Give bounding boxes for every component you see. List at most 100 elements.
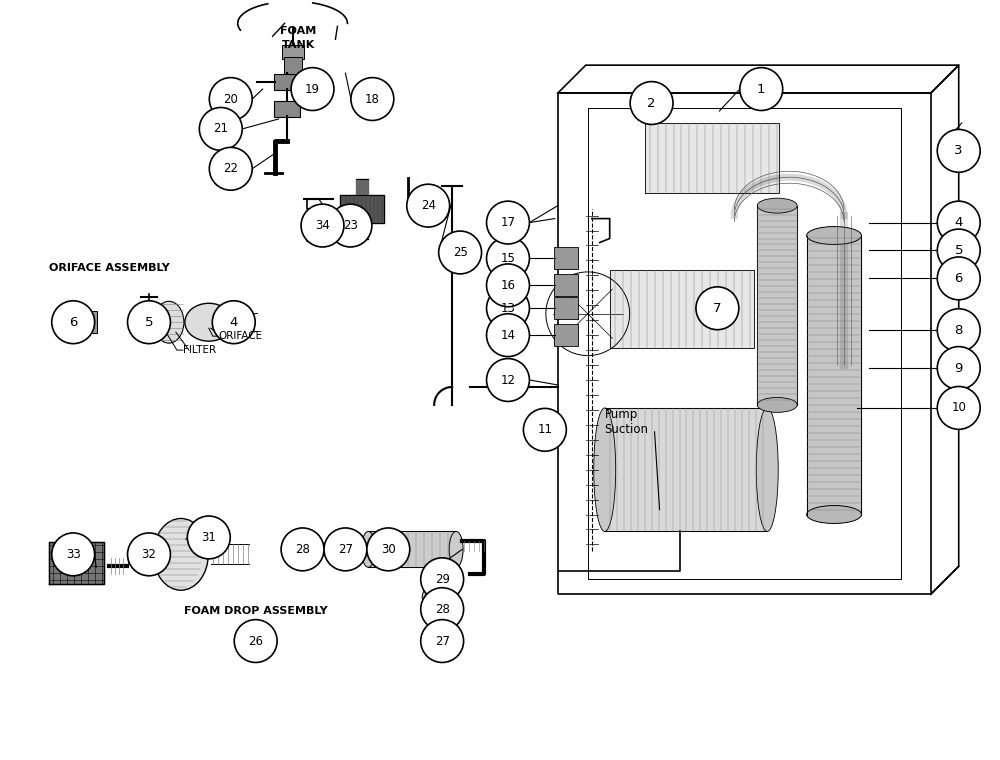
Ellipse shape xyxy=(757,198,797,213)
Circle shape xyxy=(421,558,464,600)
Text: Pump: Pump xyxy=(605,408,638,421)
Text: 7: 7 xyxy=(713,302,722,315)
Circle shape xyxy=(209,147,252,190)
Circle shape xyxy=(487,201,529,244)
Circle shape xyxy=(199,107,242,150)
Text: 3: 3 xyxy=(954,144,963,157)
Circle shape xyxy=(209,78,252,120)
Circle shape xyxy=(937,229,980,272)
FancyBboxPatch shape xyxy=(274,101,300,117)
Text: 6: 6 xyxy=(955,272,963,285)
Text: 33: 33 xyxy=(66,548,81,561)
Circle shape xyxy=(187,516,230,559)
Text: 11: 11 xyxy=(537,423,552,436)
Text: 31: 31 xyxy=(201,531,216,544)
FancyBboxPatch shape xyxy=(554,248,578,269)
Text: 18: 18 xyxy=(365,93,380,106)
Ellipse shape xyxy=(756,408,778,531)
Circle shape xyxy=(128,533,170,576)
Circle shape xyxy=(234,619,277,663)
Text: ORIFACE: ORIFACE xyxy=(219,331,263,341)
Circle shape xyxy=(523,408,566,451)
Circle shape xyxy=(937,347,980,389)
Circle shape xyxy=(301,204,344,247)
Text: 30: 30 xyxy=(381,543,396,556)
Ellipse shape xyxy=(185,303,233,341)
Circle shape xyxy=(212,301,255,344)
Circle shape xyxy=(421,587,464,631)
Circle shape xyxy=(937,129,980,173)
FancyBboxPatch shape xyxy=(554,274,578,296)
Circle shape xyxy=(324,528,367,571)
Circle shape xyxy=(52,533,95,576)
Ellipse shape xyxy=(422,583,454,611)
Ellipse shape xyxy=(807,226,861,245)
Ellipse shape xyxy=(807,505,861,524)
Ellipse shape xyxy=(449,531,463,567)
Ellipse shape xyxy=(594,408,616,531)
Text: TANK: TANK xyxy=(282,40,315,50)
Text: FILTER: FILTER xyxy=(183,345,216,355)
Circle shape xyxy=(329,204,372,247)
Circle shape xyxy=(487,359,529,401)
Text: Suction: Suction xyxy=(605,423,649,436)
Text: 2: 2 xyxy=(647,97,656,109)
Text: 8: 8 xyxy=(955,324,963,337)
Text: 28: 28 xyxy=(435,603,450,616)
Circle shape xyxy=(740,68,783,110)
Circle shape xyxy=(937,309,980,352)
Circle shape xyxy=(291,68,334,110)
FancyBboxPatch shape xyxy=(282,46,304,59)
Circle shape xyxy=(487,314,529,356)
Text: 14: 14 xyxy=(500,328,515,342)
Text: 26: 26 xyxy=(248,635,263,648)
Circle shape xyxy=(351,78,394,120)
FancyBboxPatch shape xyxy=(554,297,578,319)
Circle shape xyxy=(487,237,529,280)
Circle shape xyxy=(630,81,673,125)
Text: 1: 1 xyxy=(757,83,766,96)
Text: 27: 27 xyxy=(435,635,450,648)
Text: 4: 4 xyxy=(955,216,963,229)
Text: 32: 32 xyxy=(142,548,156,561)
Circle shape xyxy=(281,528,324,571)
Text: 12: 12 xyxy=(500,373,515,387)
Text: 19: 19 xyxy=(305,83,320,96)
Circle shape xyxy=(407,184,450,227)
FancyBboxPatch shape xyxy=(77,312,97,333)
Text: FOAM: FOAM xyxy=(280,27,317,36)
Text: FOAM DROP ASSEMBLY: FOAM DROP ASSEMBLY xyxy=(184,606,327,616)
FancyBboxPatch shape xyxy=(554,325,578,346)
Text: 16: 16 xyxy=(500,279,515,292)
Circle shape xyxy=(937,201,980,244)
Text: 5: 5 xyxy=(145,315,153,329)
Circle shape xyxy=(937,387,980,429)
Ellipse shape xyxy=(361,531,375,567)
Circle shape xyxy=(696,287,739,330)
Text: ORIFACE ASSEMBLY: ORIFACE ASSEMBLY xyxy=(49,264,170,274)
Text: 29: 29 xyxy=(435,573,450,586)
Text: 6: 6 xyxy=(69,315,77,329)
Circle shape xyxy=(487,287,529,330)
Circle shape xyxy=(421,619,464,663)
Text: 20: 20 xyxy=(223,93,238,106)
Ellipse shape xyxy=(153,518,208,591)
Circle shape xyxy=(128,301,170,344)
Circle shape xyxy=(487,264,529,307)
Text: 34: 34 xyxy=(315,219,330,232)
Text: 13: 13 xyxy=(501,302,515,315)
Circle shape xyxy=(367,528,410,571)
Text: 15: 15 xyxy=(501,252,515,265)
Ellipse shape xyxy=(154,301,184,343)
Text: 27: 27 xyxy=(338,543,353,556)
Circle shape xyxy=(937,257,980,299)
Circle shape xyxy=(52,301,95,344)
Text: 28: 28 xyxy=(295,543,310,556)
Text: 9: 9 xyxy=(955,362,963,375)
Text: 24: 24 xyxy=(421,199,436,212)
Text: 21: 21 xyxy=(213,122,228,135)
Text: 4: 4 xyxy=(230,315,238,329)
FancyBboxPatch shape xyxy=(274,74,300,90)
Circle shape xyxy=(439,231,482,274)
Text: 10: 10 xyxy=(951,401,966,414)
